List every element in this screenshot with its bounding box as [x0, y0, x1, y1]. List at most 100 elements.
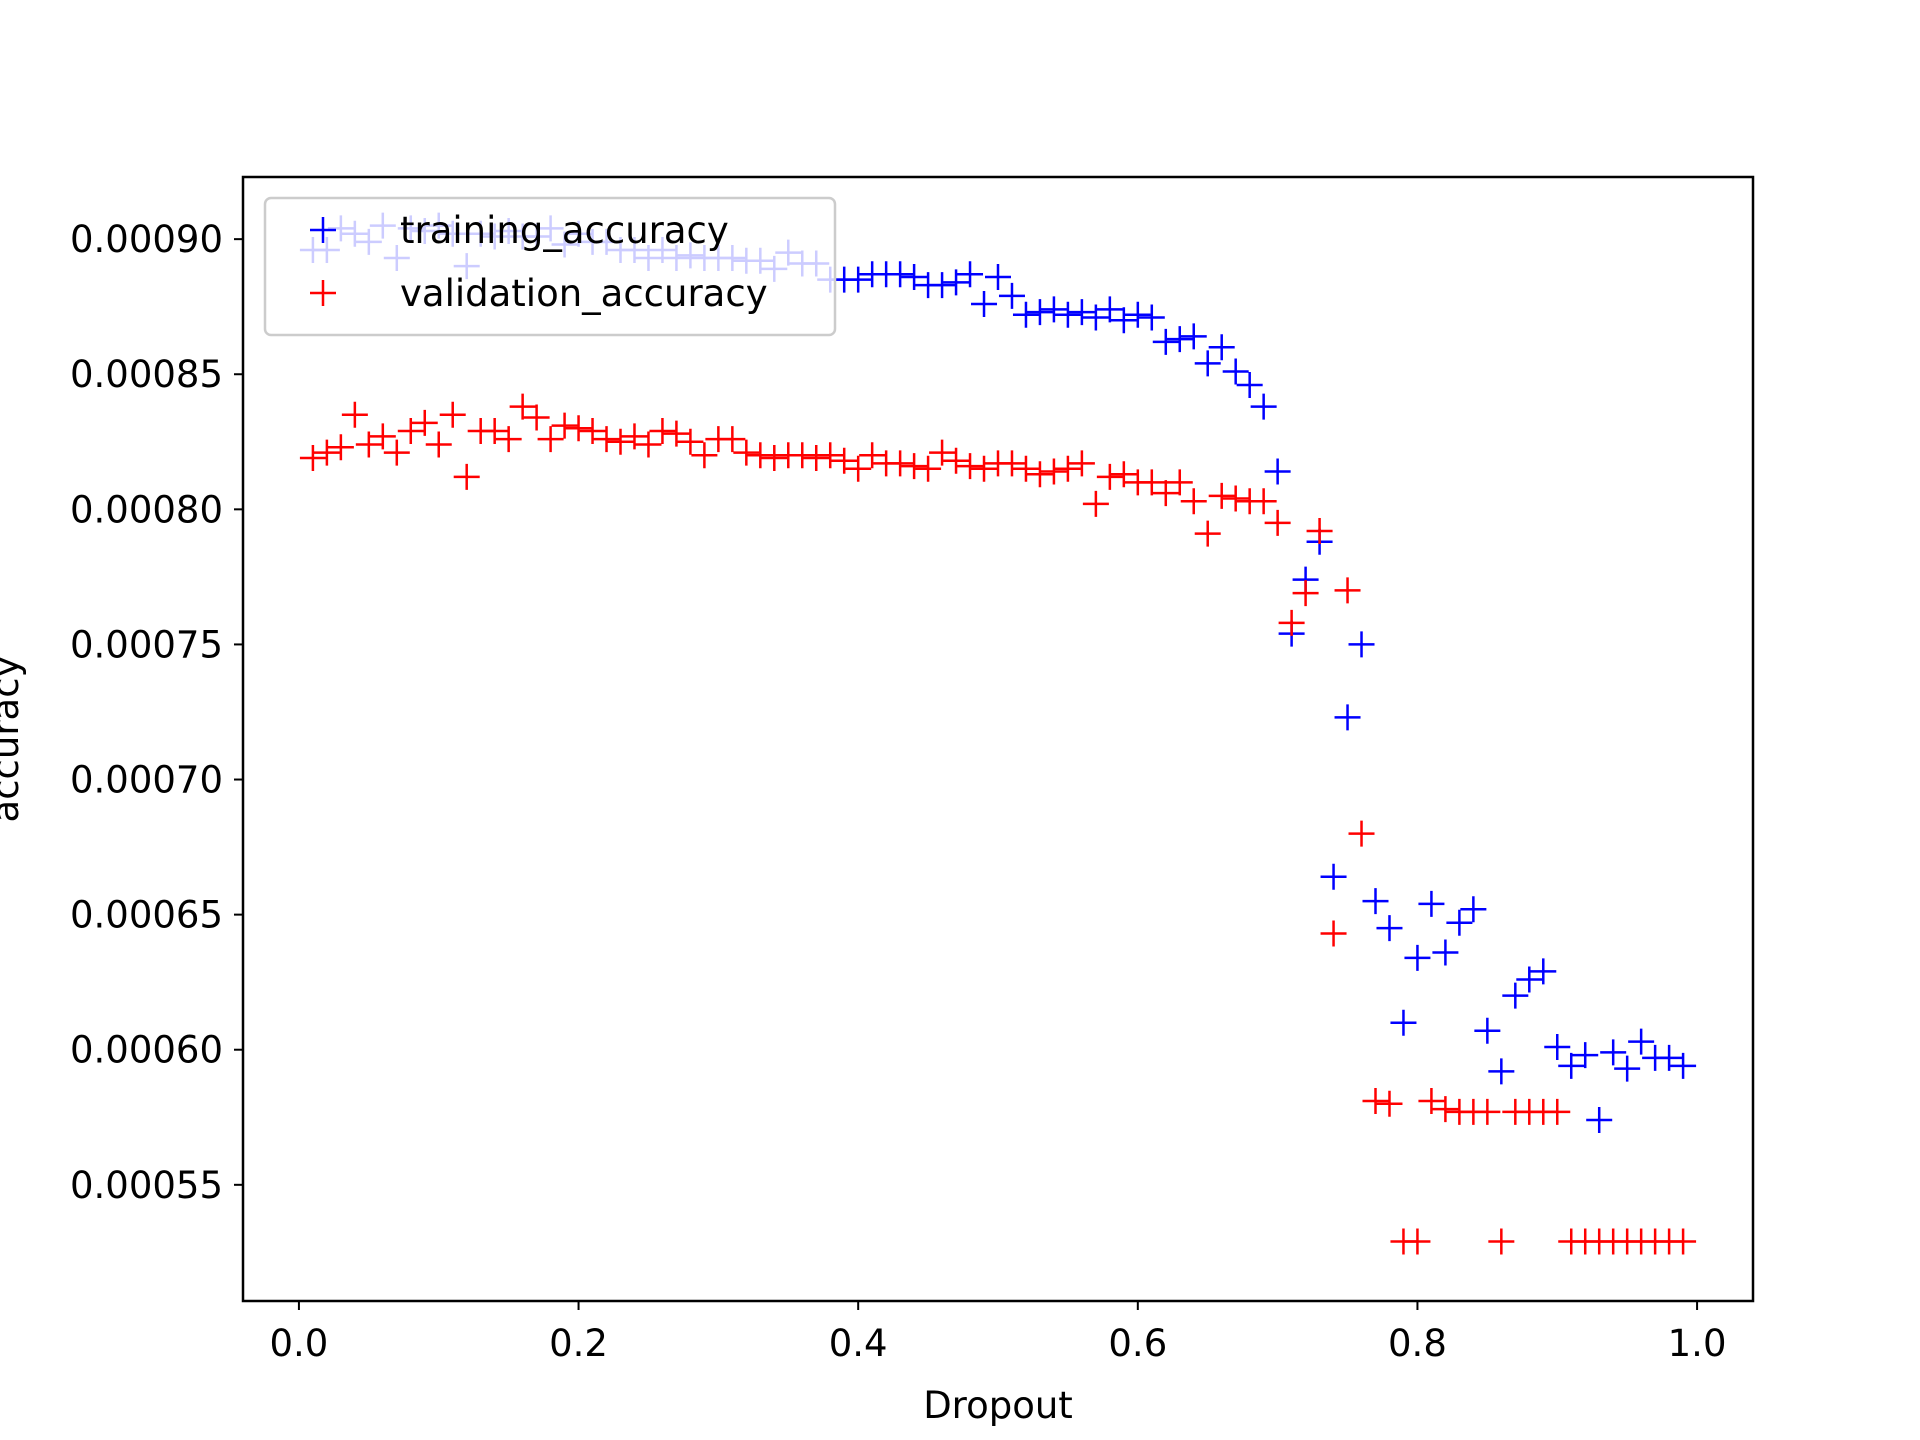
data-point: [1110, 461, 1137, 488]
legend: training_accuracy validation_accuracy: [263, 196, 837, 337]
data-point: [1250, 488, 1277, 515]
data-point: [481, 417, 508, 444]
data-point: [1250, 393, 1277, 420]
data-point: [1390, 1009, 1417, 1036]
legend-box: [263, 196, 837, 337]
data-point: [1026, 461, 1053, 488]
data-point: [1152, 480, 1179, 507]
data-point: [495, 426, 522, 453]
legend-marker: [310, 217, 336, 243]
data-point: [397, 417, 424, 444]
data-point: [1278, 609, 1305, 636]
data-point: [971, 290, 998, 317]
data-point: [803, 445, 830, 471]
data-point: [859, 442, 886, 469]
x-tick-label: 0.0: [270, 1322, 329, 1365]
data-point: [1166, 469, 1193, 496]
data-point: [1040, 458, 1067, 485]
data-point: [1236, 372, 1263, 399]
data-point: [1124, 301, 1151, 328]
data-point: [523, 404, 550, 431]
data-point: [1208, 334, 1235, 361]
data-point: [593, 426, 620, 453]
data-point: [733, 439, 760, 466]
y-tick-label: 0.00090: [70, 218, 223, 261]
data-point: [1614, 1055, 1641, 1082]
data-point: [1054, 301, 1081, 328]
data-point: [355, 431, 382, 458]
data-point: [998, 450, 1025, 477]
x-tick-label: 1.0: [1668, 1322, 1727, 1365]
data-point: [1208, 482, 1235, 509]
data-point: [887, 261, 914, 288]
data-point: [1376, 915, 1403, 942]
data-point: [1418, 1088, 1445, 1115]
data-point: [1054, 455, 1081, 482]
data-point: [1404, 1228, 1431, 1255]
data-point: [1096, 296, 1123, 323]
data-point: [341, 401, 368, 428]
data-point: [1068, 299, 1095, 326]
data-point: [369, 423, 396, 450]
data-point: [1488, 1058, 1515, 1085]
data-point: [1138, 469, 1165, 496]
data-point: [1362, 888, 1389, 915]
x-tick-label: 0.6: [1108, 1322, 1167, 1365]
data-point: [1180, 488, 1207, 515]
data-point: [635, 431, 662, 458]
legend-marker: [310, 280, 336, 306]
data-point: [439, 401, 466, 428]
data-point: [1138, 304, 1165, 331]
data-point: [747, 442, 774, 469]
series-validation_accuracy: [299, 393, 1697, 1255]
data-point: [1334, 704, 1361, 731]
data-point: [1586, 1106, 1613, 1133]
data-point: [425, 431, 452, 458]
data-point: [1222, 358, 1249, 385]
y-tick-label: 0.00055: [70, 1164, 223, 1207]
y-tick-label: 0.00080: [70, 488, 223, 531]
data-point: [1096, 463, 1123, 490]
y-axis-label: accuracy: [0, 656, 27, 823]
data-point: [677, 428, 704, 455]
data-point: [1166, 326, 1193, 353]
y-tick-label: 0.00070: [70, 759, 223, 802]
data-point: [579, 417, 606, 444]
y-tick-label: 0.00065: [70, 894, 223, 937]
data-point: [1488, 1228, 1515, 1255]
data-point: [817, 442, 844, 469]
data-point: [957, 261, 984, 288]
data-point: [1460, 896, 1487, 923]
data-point: [789, 442, 816, 469]
x-axis-label: Dropout: [923, 1384, 1073, 1427]
data-point: [1264, 509, 1291, 536]
data-point: [985, 263, 1011, 290]
data-point: [929, 272, 956, 299]
data-point: [1320, 863, 1347, 890]
data-point: [901, 263, 928, 290]
x-tick-label: 0.2: [549, 1322, 608, 1365]
data-point: [327, 434, 354, 461]
data-point: [901, 453, 928, 480]
data-point: [1334, 577, 1361, 604]
data-point: [1306, 517, 1333, 544]
data-point: [1012, 455, 1039, 482]
data-point: [1222, 485, 1249, 512]
data-point: [537, 426, 564, 453]
data-point: [313, 439, 340, 466]
data-point: [831, 447, 858, 474]
data-point: [299, 445, 326, 471]
data-point: [1194, 520, 1221, 547]
data-point: [1362, 1088, 1389, 1115]
data-point: [691, 442, 718, 469]
data-point: [1544, 1034, 1571, 1061]
data-point: [887, 450, 914, 477]
data-point: [1628, 1028, 1655, 1055]
y-tick-label: 0.00075: [70, 623, 223, 666]
data-point: [1180, 323, 1207, 350]
data-point: [915, 455, 942, 482]
x-axis-ticks: 0.0 0.2 0.4 0.6 0.8 1.0: [270, 1301, 1727, 1365]
data-point: [971, 455, 998, 482]
data-point: [1600, 1039, 1627, 1066]
data-point: [1082, 490, 1109, 517]
